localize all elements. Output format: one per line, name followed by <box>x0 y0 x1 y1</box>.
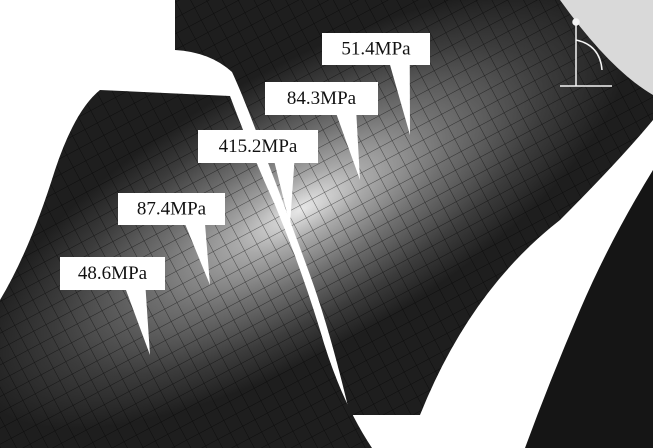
callout-label: 87.4MPa <box>137 198 207 219</box>
callout-label: 84.3MPa <box>287 88 357 109</box>
callout-label: 48.6MPa <box>78 263 148 284</box>
callout-label: 415.2MPa <box>219 136 298 157</box>
mesh-bodies <box>0 0 653 448</box>
fea-stress-view: 51.4MPa 84.3MPa 415.2MPa 87.4MPa 48.6MPa <box>0 0 653 448</box>
callout-label: 51.4MPa <box>341 38 411 59</box>
